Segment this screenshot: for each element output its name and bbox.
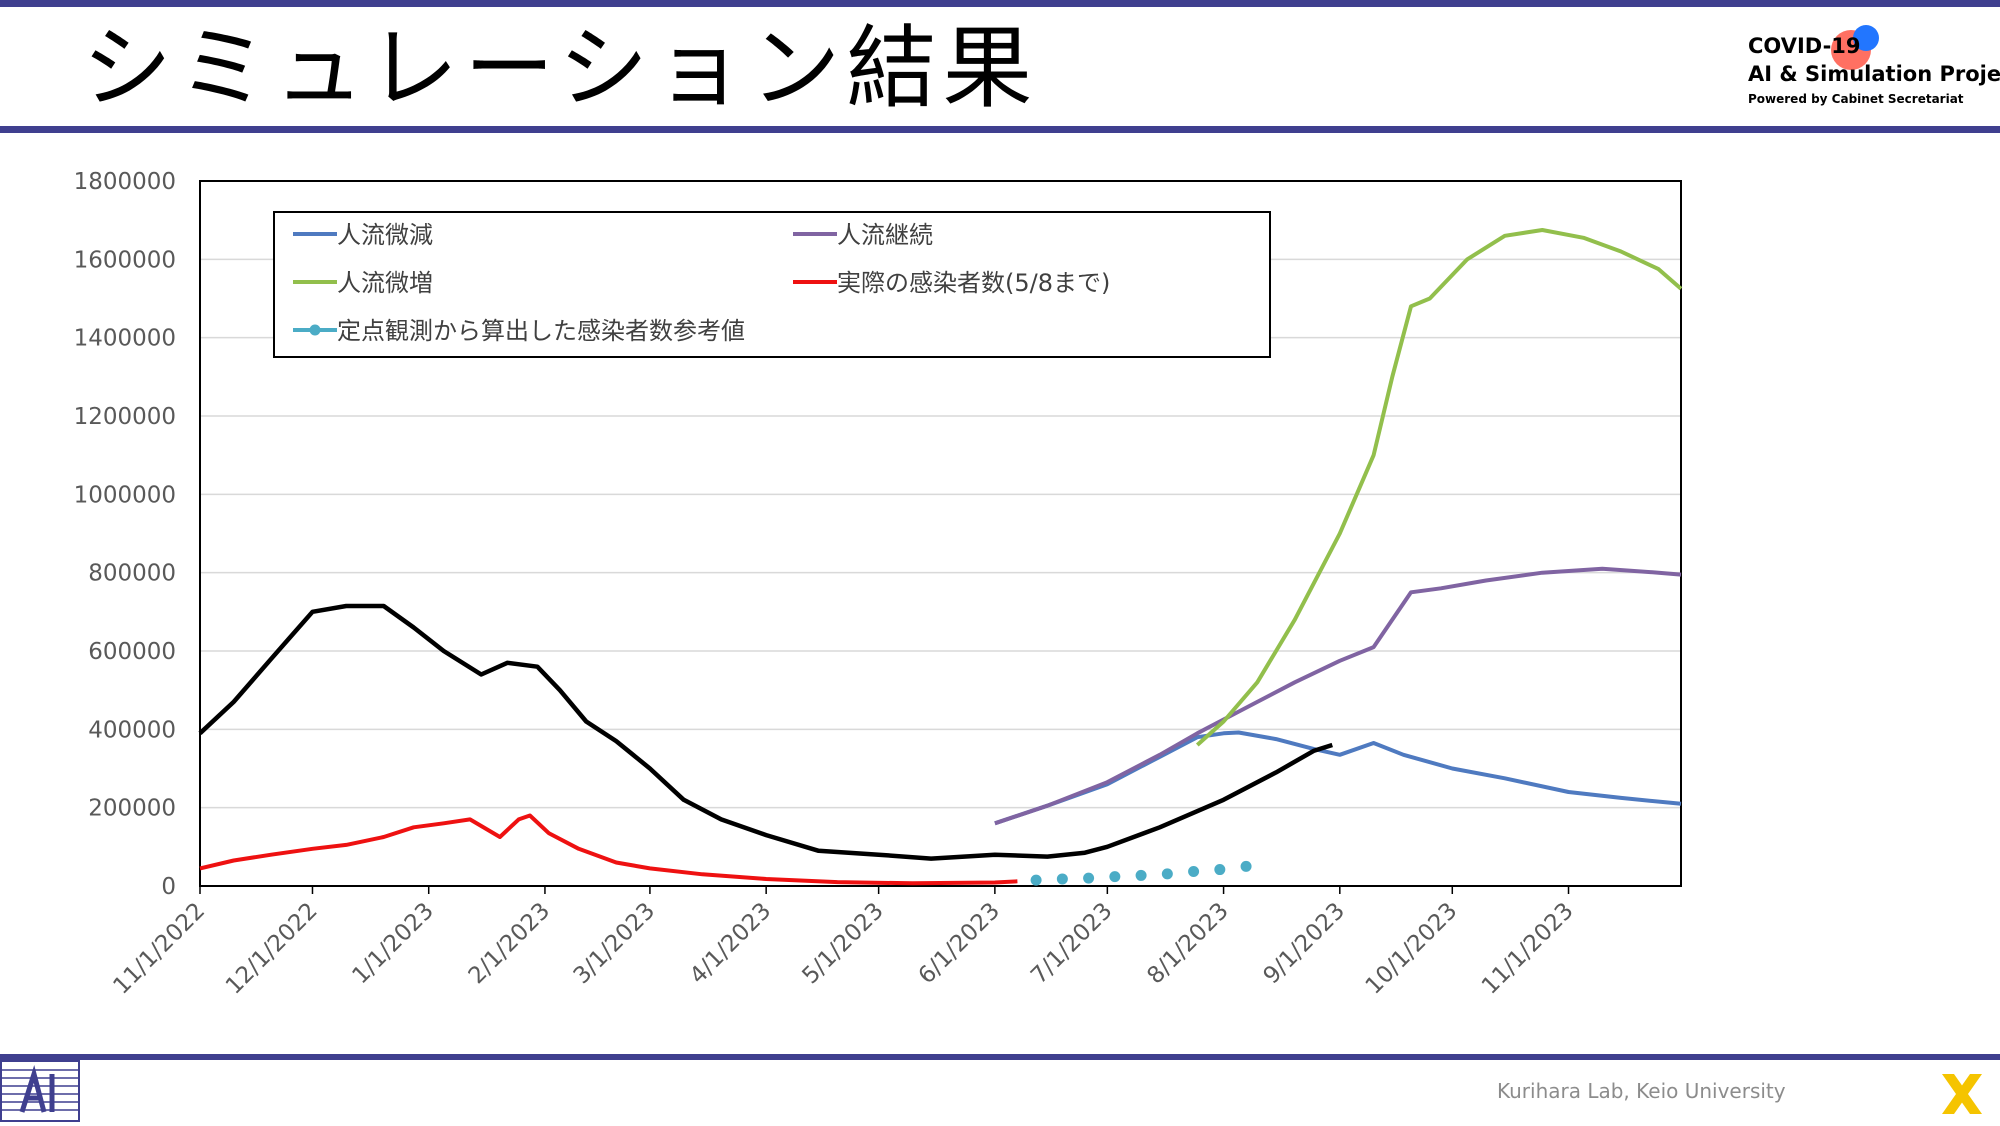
data-point xyxy=(1109,871,1121,883)
y-axis-ticks: 1800000 1600000 1400000 1200000 1000000 80000… xyxy=(74,169,176,900)
data-point xyxy=(1135,869,1147,881)
x-tick-label: 4/1/2023 xyxy=(685,898,776,989)
x-mark-icon xyxy=(1938,1070,1986,1118)
x-tick-label: 7/1/2023 xyxy=(1026,898,1117,989)
data-point xyxy=(1030,874,1042,886)
x-tick-label: 10/1/2023 xyxy=(1361,898,1463,1000)
x-tick-label: 8/1/2023 xyxy=(1142,898,1233,989)
series-line-4 xyxy=(199,813,1018,886)
x-tick-label: 1/1/2023 xyxy=(348,898,439,989)
series-layer xyxy=(198,228,1683,886)
x-tick-label: 2/1/2023 xyxy=(464,898,555,989)
x-tick-label: 9/1/2023 xyxy=(1259,898,1350,989)
page-title: シミュレーション結果 xyxy=(82,16,1039,121)
x-tick-label: 11/1/2023 xyxy=(1477,898,1579,1000)
data-point xyxy=(1056,873,1068,885)
legend-label: 人流継続 xyxy=(837,221,933,249)
y-tick-label: 200000 xyxy=(88,796,176,822)
legend-label: 人流微増 xyxy=(337,269,433,297)
legend-marker xyxy=(309,324,321,336)
data-point xyxy=(1188,866,1200,878)
ai-lab-icon xyxy=(0,1060,80,1122)
data-point xyxy=(1161,868,1173,880)
y-tick-label: 1200000 xyxy=(74,404,176,430)
logo-dots-icon xyxy=(1831,25,1879,70)
data-point xyxy=(1214,864,1226,876)
legend-frame xyxy=(273,211,1271,358)
top-rule xyxy=(0,0,2000,7)
footer-credit: Kurihara Lab, Keio University xyxy=(1497,1079,1786,1103)
x-tick-label: 12/1/2022 xyxy=(221,898,323,1000)
y-tick-label: 1000000 xyxy=(74,482,176,508)
y-tick-label: 1600000 xyxy=(74,247,176,273)
series-line-estimated xyxy=(198,603,1333,861)
x-tick-label: 6/1/2023 xyxy=(914,898,1005,989)
legend-label: 定点観測から算出した感染者数参考値 xyxy=(337,317,745,345)
logo-line-1: COVID-19 xyxy=(1748,34,1861,58)
x-tick-label: 3/1/2023 xyxy=(569,898,660,989)
data-point xyxy=(1240,860,1252,872)
x-tick-label: 11/1/2022 xyxy=(108,898,210,1000)
project-logo: COVID-19 AI & Simulation Project Powered… xyxy=(1745,24,2000,124)
y-tick-label: 1800000 xyxy=(74,169,176,195)
legend-label: 実際の感染者数(5/8まで) xyxy=(837,269,1110,297)
y-tick-label: 600000 xyxy=(88,639,176,665)
plot-area-frame xyxy=(199,180,1682,887)
y-tick-label: 400000 xyxy=(88,717,176,743)
series-line-2 xyxy=(994,566,1682,826)
data-point xyxy=(1083,872,1095,884)
legend-label: 人流微減 xyxy=(337,221,433,249)
series-line-3 xyxy=(1195,228,1683,747)
y-tick-label: 800000 xyxy=(88,561,176,587)
x-axis-ticks: 11/1/2022 12/1/2022 1/1/2023 2/1/2023 3/1/20… xyxy=(108,886,1579,1000)
y-tick-label: 0 xyxy=(161,874,176,900)
y-tick-label: 1400000 xyxy=(74,326,176,352)
logo-line-2: AI & Simulation Project xyxy=(1748,62,2000,86)
x-tick-label: 5/1/2023 xyxy=(797,898,888,989)
logo-line-3: Powered by Cabinet Secretariat xyxy=(1748,92,1964,106)
series-line-1 xyxy=(994,730,1682,826)
footer-rule xyxy=(0,1054,2000,1060)
title-rule xyxy=(0,126,2000,133)
